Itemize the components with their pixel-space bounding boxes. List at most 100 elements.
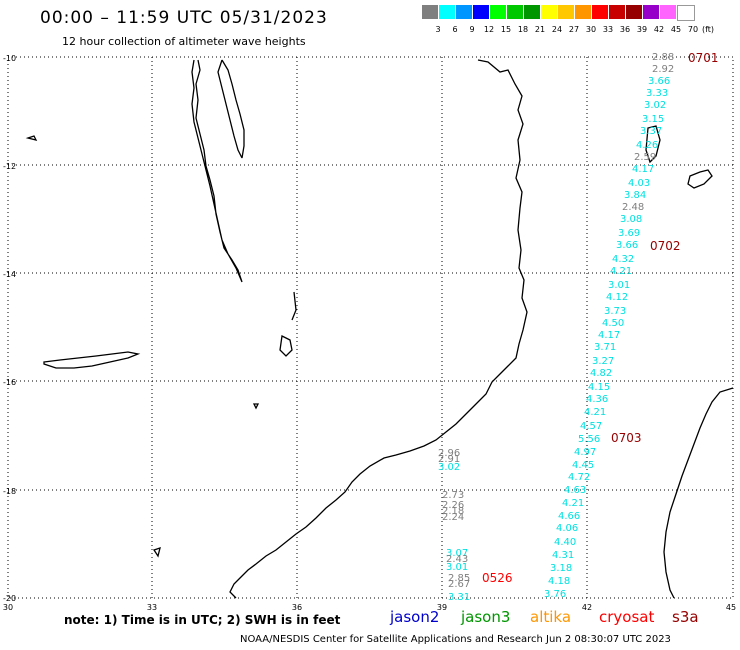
scale-label: 42 <box>653 25 665 34</box>
legend-jason3: jason3 <box>461 608 511 626</box>
wave-height-value: 4.26 <box>636 140 658 151</box>
wave-height-value: 4.66 <box>558 511 580 522</box>
coastline-lake-east <box>217 59 245 159</box>
pass-time-labels: 0701 0702 0703 0526 <box>482 51 719 585</box>
scale-label: 30 <box>585 25 597 34</box>
wave-height-value: 4.03 <box>628 178 650 189</box>
scale-label: 39 <box>636 25 648 34</box>
scale-swatch <box>609 5 625 19</box>
wave-height-value: 3.33 <box>646 88 668 99</box>
wave-height-value: 3.73 <box>604 306 626 317</box>
pass-time-label: 0703 <box>611 431 642 445</box>
wave-height-value: 3.37 <box>640 126 662 137</box>
lat-label: -16 <box>3 378 16 387</box>
wave-height-value: 3.07 <box>446 548 468 559</box>
coastline-small-lake <box>279 335 293 357</box>
wave-height-value: 4.21 <box>610 266 632 277</box>
scale-label: 21 <box>534 25 546 34</box>
lat-label: -20 <box>3 594 16 603</box>
wave-height-value: 4.57 <box>580 421 602 432</box>
wave-height-value: 3.18 <box>550 563 572 574</box>
coastline-madagascar <box>663 387 734 599</box>
scale-unit: (ft) <box>702 25 715 34</box>
scale-swatch <box>439 5 455 19</box>
scale-label: 70 <box>687 25 699 34</box>
wave-height-value: 3.31 <box>448 592 470 603</box>
legend-jason2: jason2 <box>390 608 440 626</box>
wave-height-value: 4.32 <box>612 254 634 265</box>
scale-label: 27 <box>568 25 580 34</box>
scale-label: 15 <box>500 25 512 34</box>
chart-title: 00:00 – 11:59 UTC 05/31/2023 <box>40 8 328 28</box>
coastline-dot-2 <box>152 547 161 558</box>
pass-time-label: 0701 <box>688 51 719 65</box>
scale-swatch <box>643 5 659 19</box>
scale-label: 45 <box>670 25 682 34</box>
wave-height-value: 3.02 <box>644 100 666 111</box>
scale-swatch <box>473 5 489 19</box>
wave-height-value: 2.67 <box>448 579 470 590</box>
scale-swatch <box>592 5 608 19</box>
wave-height-value: 2.85 <box>448 573 470 584</box>
lon-label: 36 <box>292 603 302 612</box>
lon-axis-labels: 30 33 36 39 42 45 <box>3 603 736 612</box>
track-a-values: 2.882.923.663.333.023.153.374.262.594.17… <box>544 52 674 600</box>
footnote: note: 1) Time is in UTC; 2) SWH is in fe… <box>64 613 341 627</box>
wave-height-value: 5.56 <box>578 434 600 445</box>
wave-height-value: 3.84 <box>624 190 646 201</box>
pass-time-label: 0702 <box>650 239 681 253</box>
wave-height-value: 4.18 <box>548 576 570 587</box>
wave-height-value: 4.72 <box>568 472 590 483</box>
wave-height-value: 4.97 <box>574 447 596 458</box>
wave-height-value: 3.01 <box>446 562 468 573</box>
wave-height-value: 2.18 <box>442 506 464 517</box>
wave-height-value: 4.40 <box>554 537 576 548</box>
wave-height-value: 3.15 <box>642 114 664 125</box>
wave-height-value: 3.27 <box>592 356 614 367</box>
credit-line: NOAA/NESDIS Center for Satellite Applica… <box>240 634 671 645</box>
wave-height-value: 2.24 <box>442 512 464 523</box>
scale-label: 12 <box>483 25 495 34</box>
chart-subtitle: 12 hour collection of altimeter wave hei… <box>62 35 306 48</box>
scale-swatch <box>422 5 438 19</box>
wave-height-value: 4.12 <box>606 292 628 303</box>
coastline-lake-west <box>191 59 243 283</box>
wave-height-value: 4.36 <box>586 394 608 405</box>
wave-height-value: 4.45 <box>572 460 594 471</box>
wave-height-value: 2.73 <box>442 490 464 501</box>
legend-altika: altika <box>530 608 572 626</box>
wave-height-value: 3.69 <box>618 228 640 239</box>
coastline-south-lake <box>43 351 141 369</box>
coastline-island-east <box>687 169 713 189</box>
wave-height-value: 2.43 <box>446 554 468 565</box>
lon-label: 30 <box>3 603 13 612</box>
wave-height-value: 3.02 <box>438 462 460 473</box>
wave-height-value: 2.96 <box>438 448 460 459</box>
wave-height-value: 2.91 <box>438 454 460 465</box>
wave-height-value: 4.31 <box>552 550 574 561</box>
wave-height-value: 3.66 <box>616 240 638 251</box>
scale-swatch <box>677 5 695 21</box>
wave-height-value: 3.08 <box>620 214 642 225</box>
wave-height-value: 4.17 <box>632 164 654 175</box>
scale-label: 18 <box>517 25 529 34</box>
wave-height-value: 4.15 <box>588 382 610 393</box>
scale-swatch <box>660 5 676 19</box>
wave-height-value: 3.71 <box>594 342 616 353</box>
track-b-values: 2.962.913.02 2.732.262.182.24 3.072.433.01… <box>438 448 470 603</box>
lon-label: 33 <box>147 603 157 612</box>
wave-height-value: 4.21 <box>562 498 584 509</box>
scale-swatch <box>507 5 523 19</box>
lat-label: -14 <box>3 270 16 279</box>
scale-swatch <box>456 5 472 19</box>
scale-swatch <box>541 5 557 19</box>
lat-axis-labels: -10 -12 -14 -16 -18 -20 <box>3 54 16 603</box>
lat-label: -10 <box>3 54 16 63</box>
wave-height-value: 2.88 <box>652 52 674 63</box>
wave-height-value: 3.01 <box>608 280 630 291</box>
wave-height-value: 2.26 <box>442 500 464 511</box>
coastline-river-1 <box>291 291 297 321</box>
coastline-dot-1 <box>252 403 260 410</box>
coastlines <box>25 59 734 599</box>
